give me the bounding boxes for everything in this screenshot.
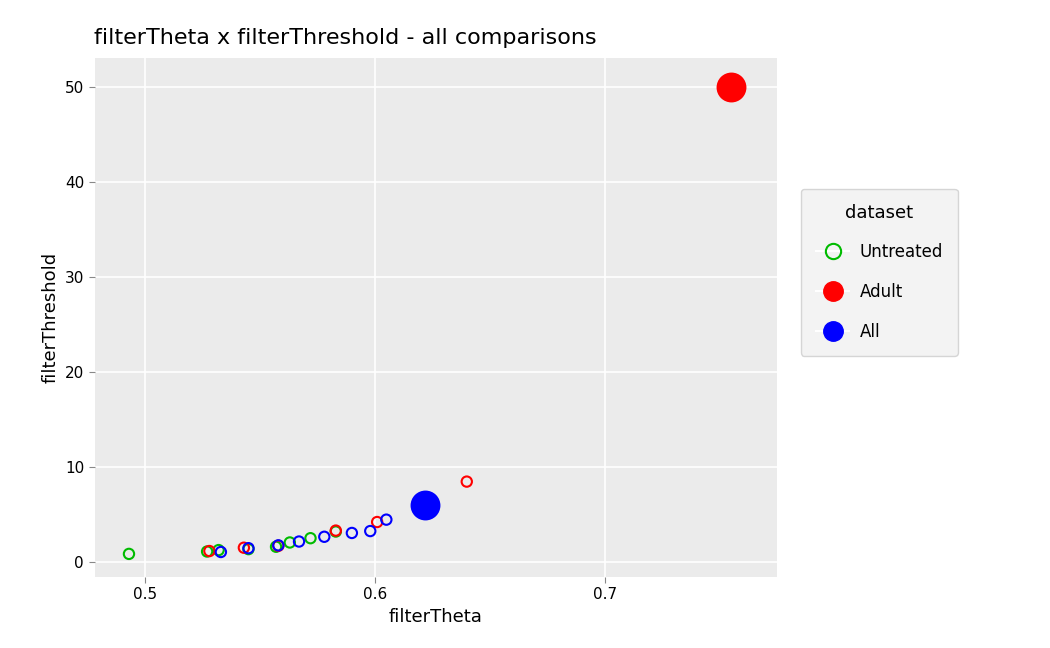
Point bbox=[328, 526, 344, 536]
Point bbox=[201, 546, 217, 556]
Point bbox=[270, 540, 287, 551]
Text: filterTheta x filterThreshold - all comparisons: filterTheta x filterThreshold - all comp… bbox=[94, 29, 597, 49]
Point bbox=[240, 543, 257, 553]
X-axis label: filterTheta: filterTheta bbox=[388, 608, 483, 626]
Point bbox=[198, 546, 215, 557]
Point bbox=[281, 537, 298, 548]
Point bbox=[459, 476, 476, 487]
Point bbox=[369, 517, 385, 527]
Point bbox=[328, 526, 344, 537]
Point bbox=[268, 542, 285, 552]
Point bbox=[378, 515, 395, 525]
Point bbox=[417, 500, 434, 511]
Point bbox=[121, 549, 138, 559]
Point bbox=[210, 545, 227, 555]
Point bbox=[362, 526, 379, 537]
Point bbox=[240, 544, 257, 554]
Point bbox=[722, 82, 739, 92]
Point bbox=[302, 533, 319, 544]
Point bbox=[212, 547, 229, 557]
Legend: Untreated, Adult, All: Untreated, Adult, All bbox=[801, 189, 958, 356]
Point bbox=[270, 540, 287, 551]
Point bbox=[316, 531, 333, 542]
Y-axis label: filterThreshold: filterThreshold bbox=[41, 252, 59, 383]
Point bbox=[235, 542, 252, 553]
Point bbox=[343, 527, 360, 538]
Point bbox=[291, 537, 308, 547]
